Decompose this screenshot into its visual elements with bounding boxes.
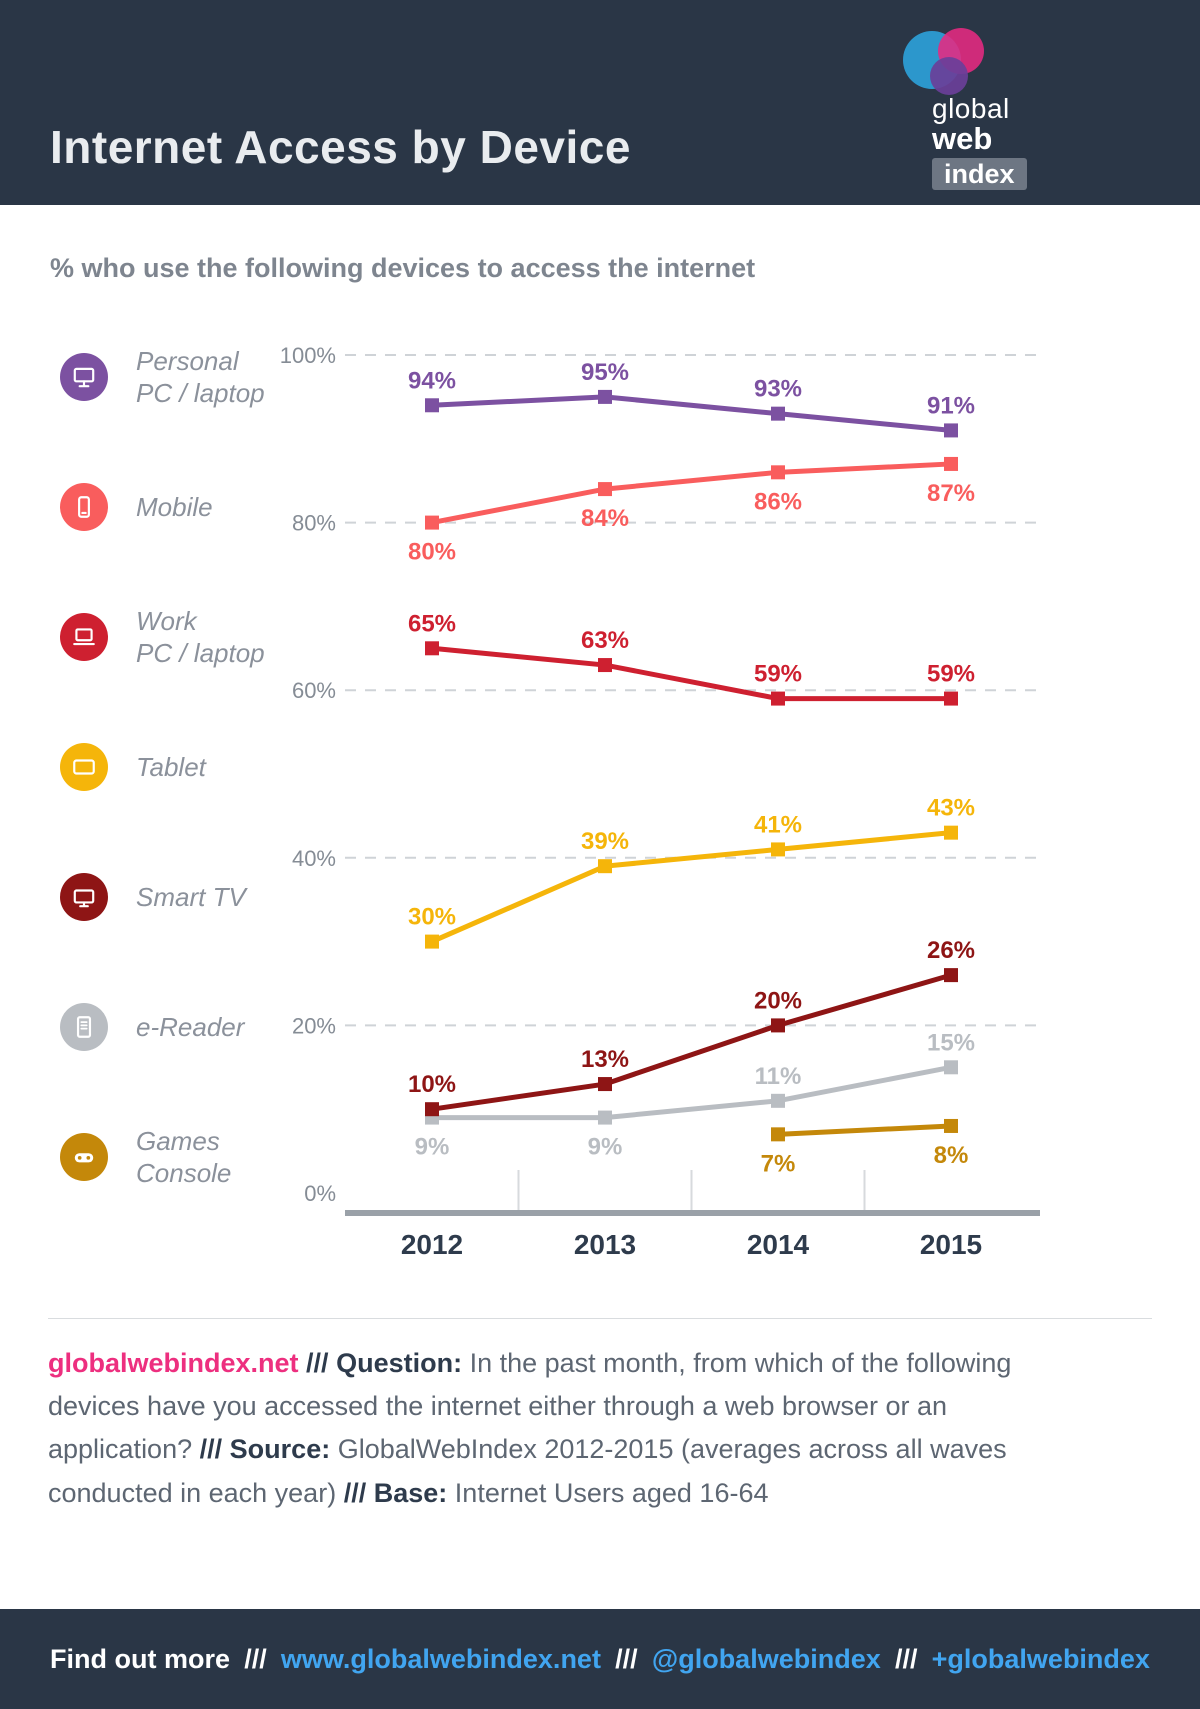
legend-label: Work PC / laptop	[136, 605, 265, 669]
svg-text:7%: 7%	[761, 1150, 796, 1177]
svg-text:91%: 91%	[927, 392, 975, 419]
svg-text:80%: 80%	[408, 539, 456, 566]
footer-separator: ///	[343, 1477, 367, 1508]
logo-text: global web index	[932, 93, 1060, 191]
svg-text:20%: 20%	[754, 987, 802, 1014]
tv-icon	[60, 873, 108, 921]
svg-text:59%: 59%	[754, 661, 802, 688]
legend-label: Tablet	[136, 751, 206, 782]
bar-separator: ///	[244, 1643, 267, 1674]
svg-text:59%: 59%	[927, 661, 975, 688]
legend-item-mobile: Mobile	[60, 442, 265, 572]
find-out-more-label: Find out more	[50, 1643, 230, 1674]
footer-source-label: Source:	[229, 1434, 331, 1465]
gamepad-icon	[60, 1133, 108, 1181]
chart-legend: Personal PC / laptop Mobile Work PC / la…	[60, 312, 265, 1222]
legend-item-tablet: Tablet	[60, 702, 265, 832]
svg-text:40%: 40%	[292, 846, 336, 871]
footer-base-text: Internet Users aged 16-64	[454, 1477, 769, 1508]
svg-text:87%: 87%	[927, 480, 975, 507]
svg-text:60%: 60%	[292, 678, 336, 703]
svg-text:63%: 63%	[581, 627, 629, 654]
header: Internet Access by Device global web ind…	[0, 0, 1200, 205]
footer-site-link[interactable]: globalwebindex.net	[48, 1348, 299, 1378]
legend-label: e-Reader	[136, 1011, 245, 1042]
laptop-icon	[60, 613, 108, 661]
svg-text:2015: 2015	[920, 1229, 982, 1260]
ereader-icon	[60, 1003, 108, 1051]
footer-separator: ///	[306, 1348, 329, 1378]
globalwebindex-logo: global web index	[880, 24, 1060, 191]
legend-label: Smart TV	[136, 881, 246, 912]
svg-text:2012: 2012	[401, 1229, 463, 1260]
svg-text:95%: 95%	[581, 359, 629, 386]
legend-label: Personal PC / laptop	[136, 345, 265, 409]
footer-question-label: Question:	[336, 1348, 463, 1378]
logo-circles-icon	[903, 28, 984, 95]
footer-source-text: GlobalWebIndex 2012-2015 (averages acros…	[48, 1434, 1007, 1508]
legend-label: Games Console	[136, 1125, 232, 1189]
legend-item-personal-pc: Personal PC / laptop	[60, 312, 265, 442]
svg-text:86%: 86%	[754, 488, 802, 515]
legend-item-ereader: e-Reader	[60, 962, 265, 1092]
footer-question-text: In the past month, from which of the fol…	[48, 1348, 1012, 1465]
svg-text:41%: 41%	[754, 811, 802, 838]
svg-text:11%: 11%	[755, 1063, 802, 1090]
legend-item-smart-tv: Smart TV	[60, 832, 265, 962]
tablet-icon	[60, 743, 108, 791]
twitter-link[interactable]: @globalwebindex	[651, 1643, 881, 1674]
svg-text:65%: 65%	[408, 610, 456, 637]
svg-text:8%: 8%	[934, 1142, 969, 1169]
bar-separator: ///	[894, 1643, 918, 1674]
footer-base-label: Base:	[373, 1477, 448, 1508]
smartphone-icon	[60, 483, 108, 531]
bottom-bar: Find out more /// www.globalwebindex.net…	[0, 1609, 1200, 1709]
svg-text:20%: 20%	[292, 1013, 336, 1038]
legend-item-games-console: Games Console	[60, 1092, 265, 1222]
page-title: Internet Access by Device	[50, 121, 631, 173]
svg-text:93%: 93%	[754, 376, 802, 403]
logo-word-web: web	[932, 121, 993, 157]
svg-text:26%: 26%	[927, 937, 975, 964]
svg-text:80%: 80%	[292, 511, 336, 536]
svg-text:100%: 100%	[280, 343, 336, 368]
footer-divider	[48, 1318, 1152, 1319]
svg-text:43%: 43%	[927, 795, 975, 822]
bar-separator: ///	[615, 1643, 638, 1674]
website-link[interactable]: www.globalwebindex.net	[280, 1643, 601, 1674]
svg-text:10%: 10%	[408, 1071, 456, 1098]
logo-word-index: index	[932, 158, 1027, 191]
svg-text:0%: 0%	[304, 1181, 336, 1206]
legend-item-work-pc: Work PC / laptop	[60, 572, 265, 702]
logo-word-global: global	[932, 93, 1010, 124]
chart-subtitle: % who use the following devices to acces…	[50, 253, 756, 283]
svg-text:9%: 9%	[415, 1134, 450, 1161]
svg-text:2014: 2014	[747, 1229, 810, 1260]
svg-text:30%: 30%	[408, 904, 456, 931]
svg-text:15%: 15%	[927, 1029, 975, 1056]
monitor-icon	[60, 353, 108, 401]
legend-label: Mobile	[136, 491, 213, 522]
svg-text:84%: 84%	[581, 505, 629, 532]
line-chart: 0% 20% 40% 60% 80% 100% 2012 2013 2014 2015 94% 95%…	[280, 343, 1040, 1260]
footer-separator: ///	[199, 1434, 223, 1465]
googleplus-link[interactable]: +globalwebindex	[931, 1643, 1150, 1674]
footer-text: globalwebindex.net /// Question: In the …	[48, 1342, 1063, 1515]
svg-text:94%: 94%	[408, 367, 456, 394]
svg-text:39%: 39%	[581, 828, 629, 855]
svg-text:13%: 13%	[581, 1046, 629, 1073]
svg-text:9%: 9%	[588, 1134, 623, 1161]
svg-text:2013: 2013	[574, 1229, 636, 1260]
